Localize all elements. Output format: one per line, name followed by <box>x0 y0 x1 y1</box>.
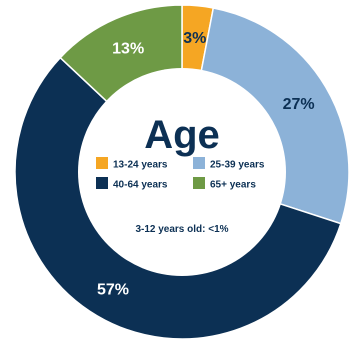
legend-label-13-24-years: 13-24 years <box>113 160 168 171</box>
slice-value-labels: 3% 27% 57% 13% <box>97 30 315 299</box>
legend-label-65-plus-years: 65+ years <box>210 180 256 191</box>
legend: 13-24 years 25-39 years 40-64 years 65+ yea… <box>96 157 265 191</box>
chart-title: Age <box>144 113 220 157</box>
legend-item-13-24-years: 13-24 years <box>96 157 168 171</box>
value-label-25-39-years: 27% <box>283 96 315 113</box>
legend-item-65-plus-years: 65+ years <box>193 177 256 191</box>
legend-swatch-65-plus-years <box>193 177 205 189</box>
legend-item-40-64-years: 40-64 years <box>96 177 168 191</box>
chart-annotation: 3-12 years old: <1% <box>135 224 228 235</box>
legend-label-25-39-years: 25-39 years <box>210 160 265 171</box>
legend-swatch-40-64-years <box>96 177 108 189</box>
value-label-40-64-years: 57% <box>97 282 129 299</box>
value-label-65-plus-years: 13% <box>112 41 144 58</box>
donut-hole <box>78 68 286 276</box>
legend-swatch-25-39-years <box>193 157 205 169</box>
legend-label-40-64-years: 40-64 years <box>113 180 168 191</box>
value-label-13-24-years: 3% <box>183 30 206 47</box>
legend-swatch-13-24-years <box>96 157 108 169</box>
legend-item-25-39-years: 25-39 years <box>193 157 265 171</box>
